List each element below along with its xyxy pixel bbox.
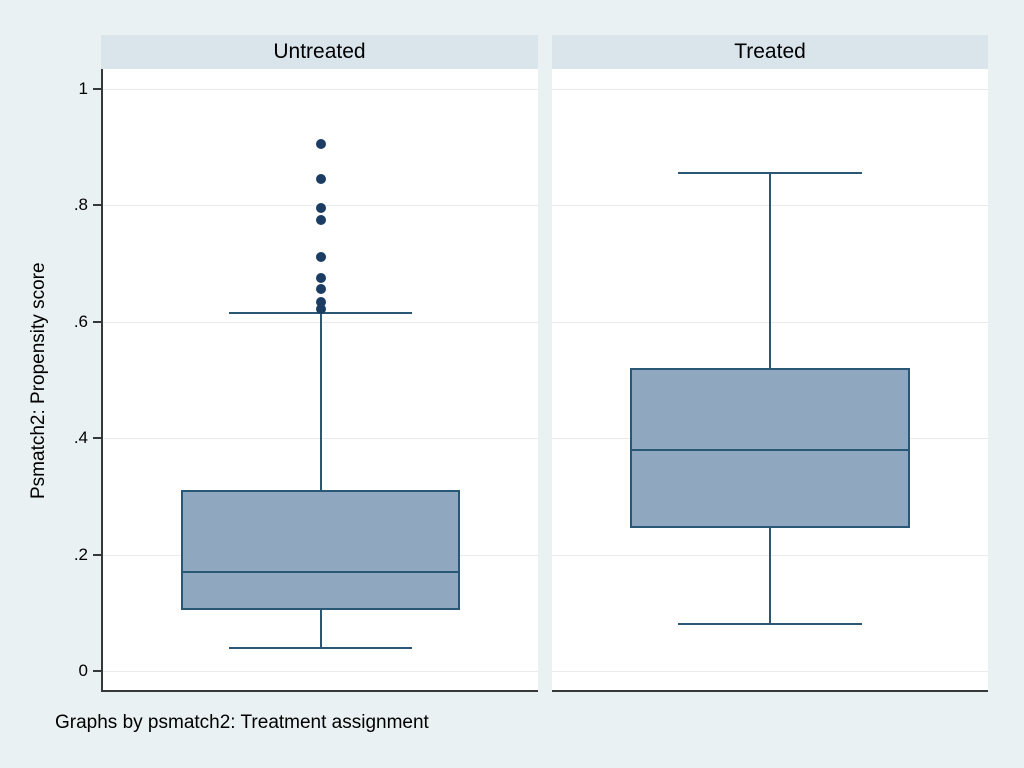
median-line — [181, 570, 460, 573]
outlier-dot — [315, 214, 326, 225]
outlier-dot — [315, 272, 326, 283]
y-axis-tick-marks — [93, 69, 101, 692]
lower-whisker-cap — [229, 646, 412, 649]
y-tick-mark — [93, 204, 101, 206]
panel-treated-title: Treated — [734, 40, 806, 63]
outlier-dot — [315, 303, 326, 314]
whisker-line — [319, 312, 322, 648]
y-tick-mark — [93, 320, 101, 323]
outlier-dot — [315, 173, 326, 184]
outlier-dot — [315, 202, 326, 213]
y-tick-label: .2 — [73, 544, 88, 564]
y-tick-label: 0 — [78, 661, 88, 680]
outlier-dot — [315, 252, 326, 263]
outlier-dot — [315, 284, 326, 295]
y-tick-label: .6 — [73, 311, 88, 331]
panel-untreated-title: Untreated — [273, 40, 366, 63]
panel-treated-header: Treated — [552, 35, 988, 69]
iqr-box — [630, 368, 910, 529]
y-tick-mark — [93, 553, 101, 556]
y-tick-label: .8 — [73, 195, 88, 214]
panel-treated-plot-area — [552, 69, 988, 692]
y-axis-tick-labels: 0 .2 .4 .6 .8 1 — [0, 69, 88, 692]
y-tick-mark — [93, 437, 101, 439]
median-line — [630, 448, 910, 451]
lower-whisker-cap — [678, 623, 862, 626]
y-tick-label: 1 — [78, 78, 88, 98]
y-tick-label: .4 — [73, 428, 88, 447]
graph-by-note: Graphs by psmatch2: Treatment assignment — [55, 712, 429, 733]
panel-untreated-header: Untreated — [101, 35, 538, 69]
panel-untreated-plot-area — [101, 69, 538, 692]
gridline — [552, 88, 988, 90]
y-tick-mark — [93, 670, 101, 672]
outlier-dot — [315, 138, 326, 149]
y-tick-mark — [93, 87, 101, 90]
outlier-dot — [315, 297, 326, 308]
gridline — [103, 671, 538, 672]
panel-untreated: Untreated — [101, 35, 538, 694]
upper-whisker-cap — [678, 171, 862, 174]
gridline — [552, 671, 988, 672]
panel-treated: Treated — [552, 35, 988, 694]
iqr-box — [181, 490, 460, 610]
gridline — [103, 88, 538, 90]
